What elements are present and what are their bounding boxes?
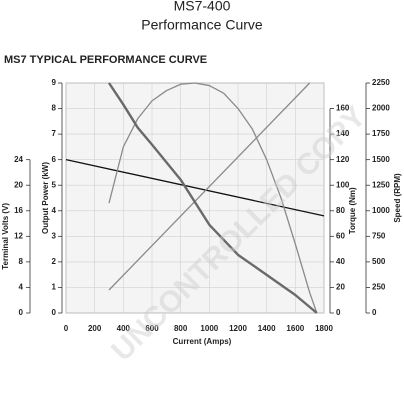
x-tick-label: 1200 bbox=[229, 324, 247, 333]
series-line bbox=[65, 159, 325, 217]
x-tick-label: 400 bbox=[117, 324, 131, 333]
y-tick-label: 1000 bbox=[372, 206, 390, 215]
chart-title: MS7-400 bbox=[174, 0, 231, 14]
x-tick-label: 0 bbox=[64, 324, 69, 333]
y-tick-label: 140 bbox=[336, 129, 350, 138]
y-axis-label: Terminal Volts (V) bbox=[1, 203, 10, 270]
y-axis-label: Torque (Nm) bbox=[348, 187, 357, 234]
y-tick-label: 24 bbox=[14, 155, 23, 164]
y-tick-label: 120 bbox=[336, 155, 350, 164]
y-tick-label: 2000 bbox=[372, 104, 390, 113]
y-axis-label: Output Power (kW) bbox=[41, 162, 50, 234]
y-tick-label: 6 bbox=[52, 155, 57, 164]
y-tick-label: 16 bbox=[14, 206, 23, 215]
y-tick-label: 60 bbox=[336, 231, 345, 240]
x-tick-label: 800 bbox=[174, 324, 188, 333]
y-tick-label: 1 bbox=[52, 283, 57, 292]
chart-subtitle: Performance Curve bbox=[141, 17, 263, 33]
y-axis-label: Speed (RPM) bbox=[393, 173, 402, 223]
y-tick-label: 8 bbox=[52, 104, 57, 113]
y-tick-label: 2250 bbox=[372, 78, 390, 87]
y-tick-label: 1250 bbox=[372, 180, 390, 189]
y-tick-label: 0 bbox=[372, 308, 377, 317]
y-tick-label: 250 bbox=[372, 283, 386, 292]
series-line bbox=[108, 82, 318, 314]
y-tick-label: 2 bbox=[52, 257, 57, 266]
y-tick-label: 9 bbox=[52, 78, 57, 87]
x-tick-label: 1600 bbox=[286, 324, 304, 333]
y-tick-label: 7 bbox=[52, 129, 57, 138]
y-tick-label: 1750 bbox=[372, 129, 390, 138]
y-tick-label: 40 bbox=[336, 257, 345, 266]
y-tick-label: 4 bbox=[19, 283, 24, 292]
x-tick-label: 1800 bbox=[315, 324, 333, 333]
y-tick-label: 8 bbox=[19, 257, 24, 266]
x-tick-label: 200 bbox=[88, 324, 102, 333]
y-tick-label: 1500 bbox=[372, 155, 390, 164]
series-line bbox=[108, 82, 311, 291]
x-axis-label: Current (Amps) bbox=[173, 337, 232, 346]
x-tick-label: 1000 bbox=[200, 324, 218, 333]
series-line bbox=[108, 82, 318, 314]
y-tick-label: 750 bbox=[372, 231, 386, 240]
y-tick-label: 0 bbox=[19, 308, 24, 317]
y-tick-label: 500 bbox=[372, 257, 386, 266]
y-tick-label: 160 bbox=[336, 104, 350, 113]
y-tick-label: 5 bbox=[52, 180, 57, 189]
x-tick-label: 1400 bbox=[258, 324, 276, 333]
chart-heading: MS7 TYPICAL PERFORMANCE CURVE bbox=[4, 54, 207, 66]
y-tick-label: 20 bbox=[336, 283, 345, 292]
y-tick-label: 100 bbox=[336, 180, 350, 189]
y-tick-label: 80 bbox=[336, 206, 345, 215]
y-tick-label: 4 bbox=[52, 206, 57, 215]
y-tick-label: 20 bbox=[14, 180, 23, 189]
x-tick-label: 600 bbox=[145, 324, 159, 333]
y-tick-label: 0 bbox=[52, 308, 57, 317]
y-tick-label: 12 bbox=[14, 231, 23, 240]
y-tick-label: 3 bbox=[52, 231, 57, 240]
y-tick-label: 0 bbox=[336, 308, 341, 317]
